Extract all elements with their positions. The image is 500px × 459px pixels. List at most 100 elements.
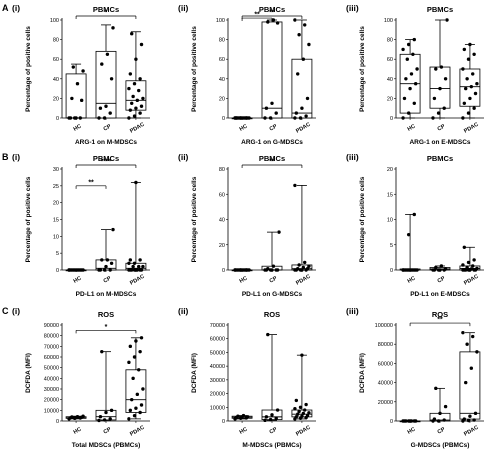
data-point [406, 42, 411, 47]
data-point [443, 404, 448, 409]
data-point [303, 260, 307, 265]
y-tick-label: 50000 [210, 350, 225, 356]
y-tick-label: 20000 [378, 400, 393, 406]
data-point [71, 65, 75, 69]
data-point [105, 258, 110, 262]
y-tick-label: 0 [56, 419, 59, 425]
y-tick-label: 20000 [44, 398, 59, 404]
data-point [304, 402, 308, 407]
data-point [128, 108, 133, 112]
x-tick-label: PDAC [463, 425, 480, 438]
y-axis-label: Percentage of positive cells [359, 176, 366, 262]
y-tick-label: 0 [56, 268, 59, 274]
data-point [134, 57, 138, 61]
data-point [102, 268, 107, 272]
data-point [296, 267, 300, 271]
panel-label: (ii) [178, 3, 189, 13]
panel-title: PBMCs [259, 5, 285, 14]
y-tick-label: 15 [53, 218, 59, 224]
data-point [263, 116, 267, 120]
x-axis-label: ARG-1 on G-MDSCs [241, 139, 303, 146]
data-point [472, 418, 476, 422]
row-label-B: B [2, 152, 9, 162]
data-point [127, 86, 131, 91]
y-axis-label: Percentage of positive cells [191, 176, 198, 262]
data-point [304, 114, 308, 118]
data-point [135, 98, 140, 103]
data-point [445, 18, 449, 22]
data-point [469, 267, 474, 271]
y-tick-label: 5 [390, 243, 393, 249]
data-point [469, 366, 474, 370]
x-tick-label: HC [407, 124, 417, 133]
x-tick-label: CP [437, 275, 447, 284]
data-point [465, 77, 469, 81]
chart-panel-C-1: (i) ROS DCFDA (MFI) 0 10000 20000 30000 40000 50… [12, 306, 150, 449]
data-point [264, 415, 269, 419]
data-point [128, 258, 133, 262]
data-point [108, 268, 112, 272]
data-point [134, 180, 138, 185]
y-tick-label: 0 [390, 116, 393, 122]
data-point [471, 264, 475, 268]
data-point [141, 264, 145, 269]
data-point [468, 42, 472, 47]
panel-title: ROS [432, 310, 448, 319]
row-label-A: A [2, 3, 9, 13]
data-point [132, 114, 137, 118]
data-point [307, 42, 311, 47]
chart-panel-B-3: (iii) PBMCs Percentage of positive cells 0 5… [346, 152, 484, 298]
panel-label: (ii) [178, 306, 189, 316]
data-point [139, 268, 144, 272]
data-point [413, 419, 418, 423]
data-point [132, 82, 137, 86]
y-tick-label: 60 [219, 192, 225, 198]
data-point [137, 88, 141, 93]
box-iqr [459, 351, 481, 420]
y-tick-label: 100 [216, 18, 225, 24]
data-point [412, 212, 416, 217]
data-point [472, 258, 476, 262]
data-point [434, 67, 438, 71]
y-tick-label: 60000 [210, 337, 225, 343]
data-point [439, 65, 444, 69]
y-tick-label: 0 [56, 116, 59, 122]
y-axis-label: Percentage of positive cells [25, 26, 32, 112]
y-tick-label: 20 [219, 96, 225, 102]
data-point [297, 263, 301, 267]
data-point [105, 52, 110, 56]
data-point [100, 349, 104, 354]
data-point [411, 52, 415, 56]
data-point [464, 380, 468, 385]
data-point [127, 116, 131, 120]
data-point [438, 86, 442, 91]
data-point [473, 91, 478, 96]
data-point [81, 268, 85, 272]
y-tick-label: 70000 [44, 344, 59, 350]
y-tick-label: 100 [50, 18, 59, 24]
data-point [104, 104, 108, 108]
data-point [138, 258, 142, 262]
data-point [461, 67, 465, 71]
data-point [74, 116, 78, 120]
data-point [307, 411, 311, 415]
data-point [275, 408, 280, 412]
data-point [434, 386, 438, 391]
panel-label: (iii) [346, 306, 359, 316]
data-point [438, 268, 442, 272]
y-tick-label: 20 [387, 167, 393, 173]
data-point [438, 411, 442, 416]
y-tick-label: 40 [219, 218, 225, 224]
data-point [442, 106, 446, 110]
data-point [462, 417, 467, 421]
data-point [247, 116, 251, 120]
x-tick-label: CP [437, 426, 447, 435]
data-point [109, 261, 114, 265]
x-tick-label: CP [269, 123, 279, 132]
y-axis-label: DCFDA (MFI) [191, 353, 198, 393]
data-point [442, 418, 446, 422]
x-tick-label: PDAC [463, 274, 480, 287]
data-point [293, 183, 297, 188]
data-point [298, 116, 303, 120]
